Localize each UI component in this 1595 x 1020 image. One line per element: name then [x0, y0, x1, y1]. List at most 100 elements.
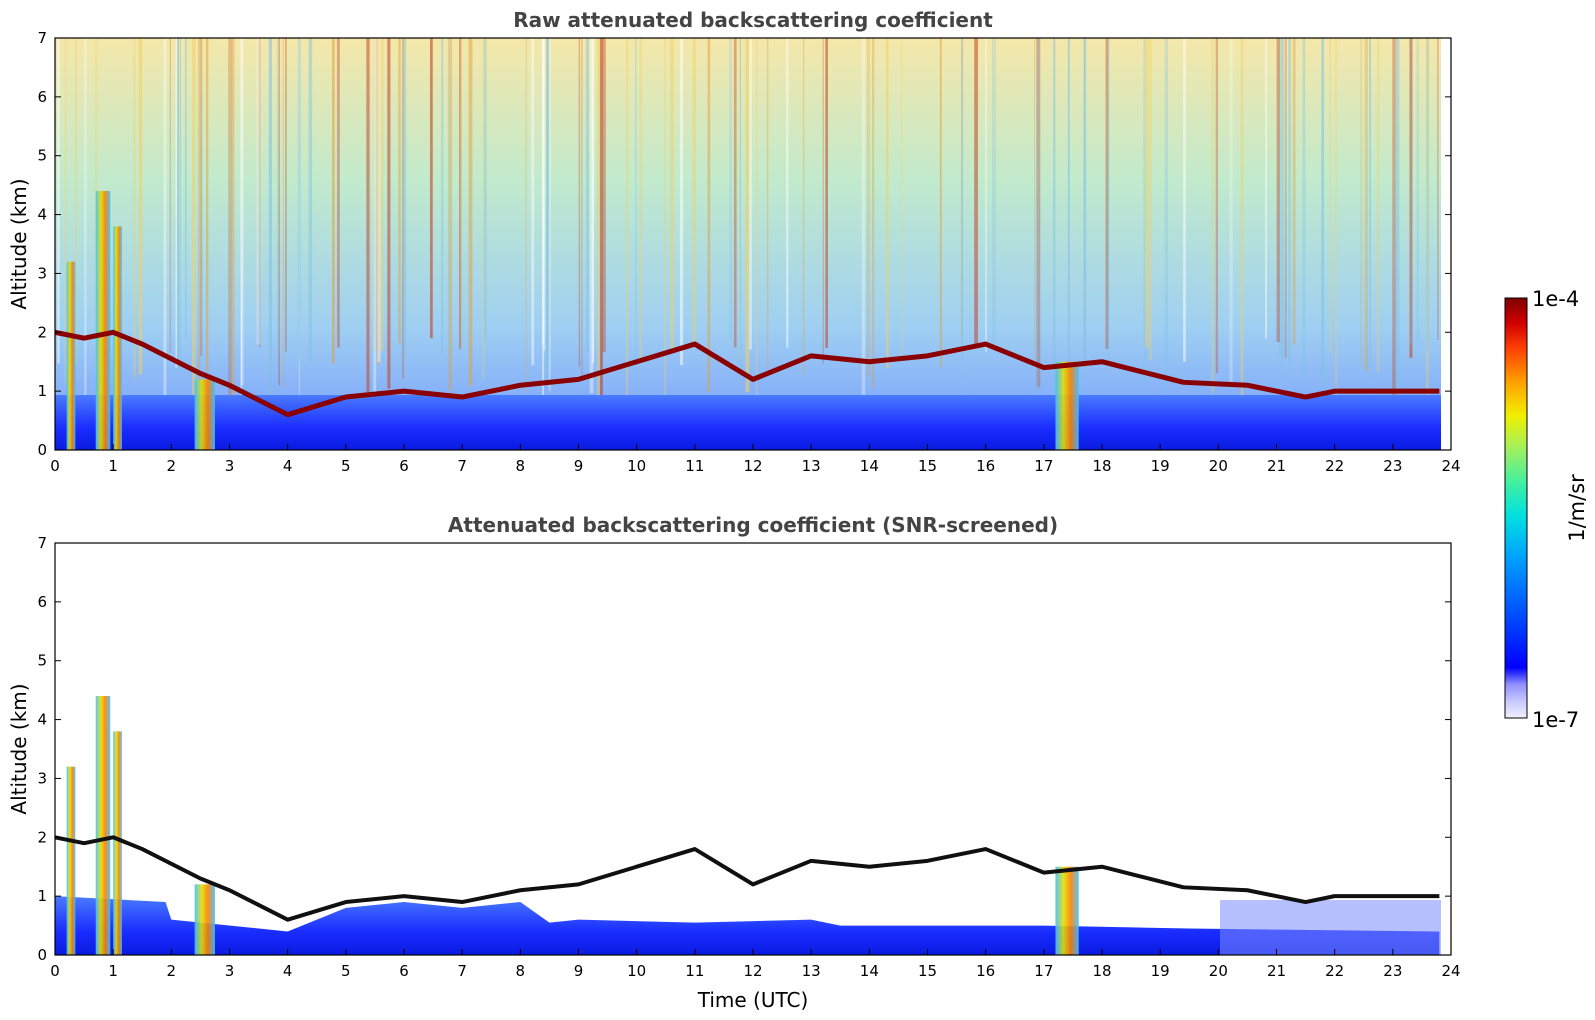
y-tick-label: 0: [37, 441, 47, 459]
noise-streak: [1416, 38, 1419, 343]
noise-streak: [738, 38, 741, 361]
noise-streak: [589, 38, 594, 394]
colorbar-min-label: 1e-7: [1532, 708, 1579, 732]
precip-plume: [113, 226, 122, 450]
precip-plume: [1055, 866, 1079, 955]
noise-streak: [960, 38, 962, 340]
screened-background: [55, 543, 1451, 955]
screened-precip-plumes: [66, 696, 1079, 955]
noise-streak: [692, 38, 697, 347]
noise-streak: [1164, 38, 1168, 402]
x-tick-label: 11: [685, 962, 704, 980]
noise-streak: [748, 38, 752, 350]
noise-streak: [138, 38, 143, 375]
noise-streak: [543, 38, 546, 351]
noise-streak: [401, 38, 405, 379]
noise-streak: [278, 38, 280, 386]
x-tick-label: 13: [802, 457, 821, 475]
noise-streak: [231, 38, 235, 407]
x-tick-label: 12: [743, 962, 762, 980]
noise-streak: [298, 38, 301, 414]
x-tick-label: 1: [108, 962, 118, 980]
noise-streak: [1276, 38, 1280, 343]
noise-streak: [1369, 38, 1372, 409]
noise-streak: [285, 38, 287, 352]
noise-streak: [1364, 38, 1368, 371]
noise-streak: [596, 38, 601, 401]
screened-thin-layer: [1220, 900, 1441, 955]
noise-streak: [1426, 38, 1429, 408]
x-tick-label: 8: [516, 962, 526, 980]
noise-streak: [1284, 38, 1287, 358]
y-tick-label: 4: [37, 711, 47, 729]
screened-cloud-layer: [55, 835, 1440, 922]
noise-streak: [163, 38, 167, 406]
x-tick-label: 11: [685, 457, 704, 475]
noise-streak: [961, 38, 964, 402]
x-tick-label: 16: [976, 962, 995, 980]
x-tick-label: 0: [50, 457, 60, 475]
noise-streak: [482, 38, 485, 380]
x-tick-label: 13: [802, 962, 821, 980]
x-tick-label: 4: [283, 962, 293, 980]
panel-raw-heatmap: [55, 38, 1451, 450]
noise-streak: [1377, 38, 1380, 374]
noise-streak: [1083, 38, 1087, 381]
y-tick-label: 4: [37, 206, 47, 224]
noise-streak: [332, 38, 335, 364]
noise-streak: [1281, 38, 1284, 378]
noise-streak: [1437, 38, 1439, 340]
noise-streak: [1392, 38, 1396, 413]
x-tick-label: 20: [1209, 457, 1228, 475]
noise-streak: [1334, 38, 1338, 408]
noise-streak: [592, 38, 595, 363]
x-tick-label: 5: [341, 457, 351, 475]
y-tick-label: 1: [37, 382, 47, 400]
y-tick-label: 0: [37, 946, 47, 964]
noise-streak: [402, 38, 407, 359]
noise-streak: [1321, 38, 1325, 418]
x-tick-label: 5: [341, 962, 351, 980]
noise-streak: [707, 38, 711, 393]
x-tick-label: 23: [1383, 457, 1402, 475]
noise-streak: [336, 38, 340, 348]
noise-streak: [1240, 38, 1244, 402]
colorbar-max-label: 1e-4: [1532, 287, 1579, 311]
noise-streak: [585, 38, 590, 352]
y-tick-label: 6: [37, 593, 47, 611]
panel-raw-ylabel: Altitude (km): [7, 178, 31, 309]
noise-streak: [459, 38, 461, 350]
noise-streak: [1302, 38, 1306, 380]
y-tick-label: 2: [37, 323, 47, 341]
panel-raw-x-axis: 0 1 2 3 4 5 6 7 8 9 10 11 12 13 14 15 16 17 18 19 20 21 22 23 24: [50, 444, 1461, 475]
panel-screened-heatmap: [55, 543, 1451, 955]
noise-streak: [1426, 38, 1430, 351]
x-tick-label: 0: [50, 962, 60, 980]
y-tick-label: 3: [37, 769, 47, 787]
noise-streak: [1395, 38, 1400, 407]
noise-streak: [541, 38, 544, 345]
raw-precip-plumes: [66, 191, 1079, 450]
precip-plume: [113, 731, 122, 955]
noise-streak: [861, 38, 866, 416]
noise-streak: [205, 38, 209, 372]
noise-streak: [380, 38, 384, 351]
noise-streak: [366, 38, 370, 394]
precip-plume: [194, 379, 215, 450]
noise-streak: [1329, 38, 1332, 353]
precip-plume: [194, 884, 215, 955]
raw-noise-streaks: [57, 38, 1439, 418]
x-tick-label: 3: [225, 962, 235, 980]
noise-streak: [177, 38, 180, 373]
panel-screened: Attenuated backscattering coefficient (S…: [7, 513, 1461, 1012]
y-tick-label: 3: [37, 264, 47, 282]
y-tick-label: 7: [37, 29, 47, 47]
x-tick-label: 23: [1383, 962, 1402, 980]
noise-streak: [1083, 38, 1086, 360]
noise-streak: [825, 38, 829, 348]
noise-streak: [546, 38, 550, 385]
raw-boundary-layer: [55, 395, 1451, 450]
noise-streak: [1067, 38, 1070, 413]
x-tick-label: 15: [918, 962, 937, 980]
noise-streak: [373, 38, 377, 409]
